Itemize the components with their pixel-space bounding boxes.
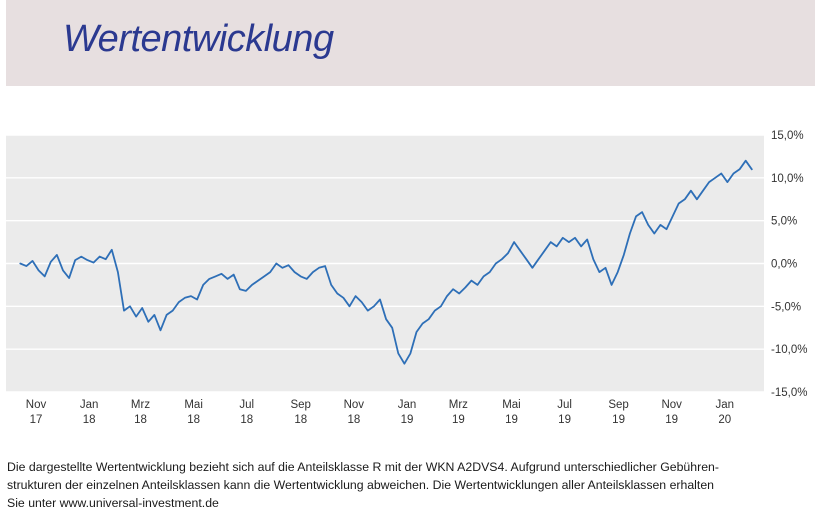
y-tick-label: 0,0% — [771, 259, 797, 271]
x-tick-label-month: Mrz — [131, 399, 150, 411]
x-tick-label-year: 18 — [240, 414, 253, 426]
x-tick-label-month: Sep — [608, 399, 628, 411]
x-tick-label-year: 18 — [83, 414, 96, 426]
y-axis-tick-labels: 15,0% 10,0% 5,0% 0,0% -5,0% -10,0% -15,0% — [771, 130, 807, 399]
y-tick-label: 10,0% — [771, 173, 804, 185]
x-tick-label-year: 19 — [505, 414, 518, 426]
footnote-line-2: strukturen der einzelnen Anteilsklassen … — [7, 478, 715, 492]
x-tick-label-year: 19 — [558, 414, 571, 426]
x-tick-label-year: 18 — [187, 414, 200, 426]
x-tick-label-year: 18 — [294, 414, 307, 426]
x-tick-label-month: Sep — [290, 399, 310, 411]
x-tick-label-month: Jan — [80, 399, 99, 411]
x-tick-label-month: Mai — [184, 399, 203, 411]
x-tick-label-year: 19 — [452, 414, 465, 426]
y-tick-label: 15,0% — [771, 130, 804, 142]
x-tick-label-month: Jul — [239, 399, 254, 411]
series-line — [19, 159, 753, 365]
x-tick-label-month: Mai — [502, 399, 521, 411]
x-tick-label-year: 18 — [347, 414, 360, 426]
x-tick-label-month: Nov — [661, 399, 682, 411]
x-tick-label-year: 19 — [401, 414, 414, 426]
x-tick-label-year: 19 — [612, 414, 625, 426]
x-tick-label-year: 18 — [134, 414, 147, 426]
header-band: Wertentwicklung — [6, 0, 815, 86]
x-tick-label-year: 20 — [718, 414, 731, 426]
x-tick-label-year: 17 — [30, 414, 43, 426]
performance-chart: 15,0% 10,0% 5,0% 0,0% -5,0% -10,0% -15,0% Nov 1… — [6, 130, 807, 426]
y-tick-label: 5,0% — [771, 216, 797, 228]
x-tick-label-year: 19 — [665, 414, 678, 426]
page-title: Wertentwicklung — [63, 18, 334, 60]
x-tick-label-month: Jan — [398, 399, 417, 411]
x-tick-label-month: Jul — [557, 399, 572, 411]
x-tick-label-month: Nov — [344, 399, 365, 411]
footnote: Die dargestellte Wertentwicklung bezieht… — [7, 458, 819, 512]
y-tick-label: -15,0% — [771, 387, 807, 399]
x-axis-tick-labels: Nov 17 Jan 18 Mrz 18 Mai 18 Jul 18 Sep 18 Nov 18 Jan 19… — [26, 399, 734, 426]
footnote-line-1: Die dargestellte Wertentwicklung bezieht… — [7, 460, 719, 474]
footnote-line-3: Sie unter www.universal-investment.de — [7, 496, 219, 510]
x-tick-label-month: Mrz — [449, 399, 468, 411]
y-tick-label: -5,0% — [771, 301, 801, 313]
gridlines — [6, 134, 764, 393]
x-tick-label-month: Jan — [716, 399, 735, 411]
y-tick-label: -10,0% — [771, 344, 807, 356]
x-tick-label-month: Nov — [26, 399, 47, 411]
